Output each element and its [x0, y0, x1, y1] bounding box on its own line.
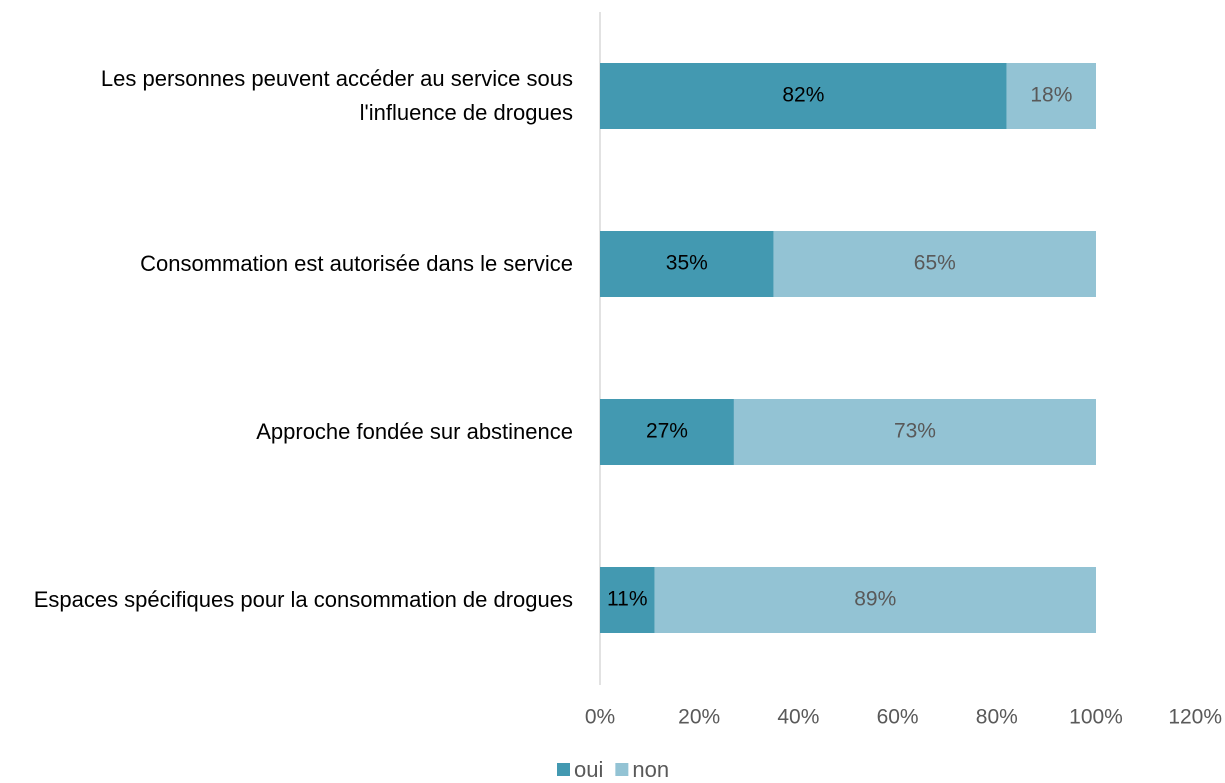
x-tick-label: 20% — [678, 706, 720, 729]
legend-label: oui — [574, 757, 603, 782]
category-label: Les personnes peuvent accéder au service… — [100, 66, 573, 125]
data-label: 73% — [894, 420, 936, 443]
data-label: 35% — [666, 252, 708, 275]
data-label: 11% — [607, 588, 647, 611]
bar-segment — [733, 399, 1096, 465]
category-label: Approche fondée sur abstinence — [256, 419, 573, 444]
legend-swatch — [615, 763, 629, 776]
data-label: 18% — [1030, 84, 1072, 107]
data-label: 27% — [646, 420, 688, 443]
bar-segment — [600, 567, 655, 633]
bar-segment — [600, 399, 734, 465]
x-tick-label: 80% — [976, 706, 1018, 729]
category-label: Consommation est autorisée dans le servi… — [140, 251, 573, 276]
data-label: 89% — [854, 588, 896, 611]
x-tick-label: 100% — [1069, 706, 1123, 729]
bar-segment — [600, 231, 774, 297]
x-tick-label: 60% — [877, 706, 919, 729]
bar-segment — [1006, 63, 1096, 129]
data-label: 65% — [914, 252, 956, 275]
data-label: 82% — [782, 84, 824, 107]
x-tick-label: 0% — [585, 706, 615, 729]
category-label: Espaces spécifiques pour la consommation… — [33, 587, 573, 612]
bar-segment — [600, 63, 1007, 129]
legend-swatch — [557, 763, 570, 776]
x-tick-label: 40% — [777, 706, 819, 729]
bar-segment — [654, 567, 1096, 633]
x-tick-label: 120% — [1168, 706, 1222, 729]
bar-segment — [773, 231, 1096, 297]
legend-label: non — [632, 757, 669, 782]
